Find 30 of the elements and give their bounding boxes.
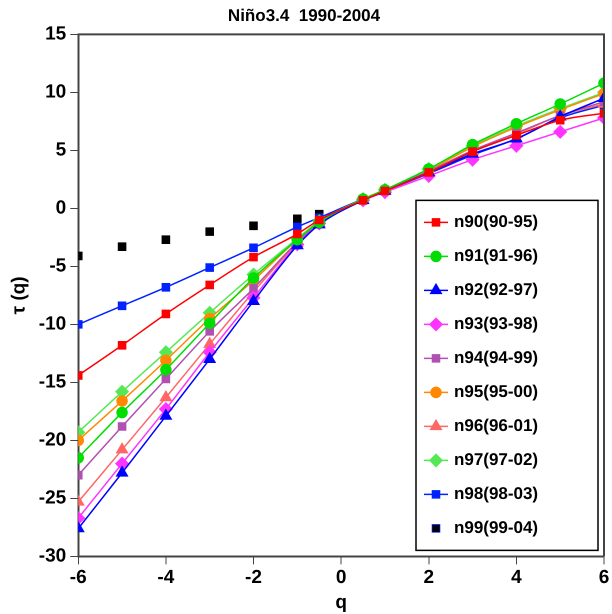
y-tick-label: 10 (45, 82, 66, 103)
legend-label: n93(93-98) (454, 314, 538, 334)
x-tick-label: 4 (511, 567, 522, 588)
y-tick-label: -15 (38, 372, 67, 393)
y-tick-label: -25 (38, 488, 67, 509)
y-tick-label: -10 (38, 314, 66, 335)
y-tick-label: 5 (56, 140, 67, 161)
legend-label: n94(94-99) (454, 348, 538, 368)
legend-label: n90(90-95) (454, 212, 538, 232)
legend-label: n92(92-97) (454, 280, 538, 300)
legend-label: n95(95-00) (454, 382, 538, 402)
y-tick-label: -5 (49, 256, 67, 277)
legend-label: n99(99-04) (454, 518, 538, 538)
legend-label: n98(98-03) (454, 484, 538, 504)
legend-label: n97(97-02) (454, 450, 538, 470)
x-tick-label: -4 (157, 567, 175, 588)
x-tick-label: -6 (70, 567, 87, 588)
y-axis-title: τ (q) (8, 276, 30, 314)
legend-label: n96(96-01) (454, 416, 538, 436)
y-tick-label: -20 (38, 430, 66, 451)
x-tick-label: -2 (245, 567, 262, 588)
y-tick-label: 15 (45, 24, 67, 45)
legend-label: n91(91-96) (454, 246, 538, 266)
y-tick-label: -30 (38, 546, 66, 567)
x-tick-label: 2 (423, 567, 434, 588)
x-tick-label: 6 (598, 567, 610, 588)
x-axis-title: q (335, 592, 347, 613)
chart-title: Niño3.4 1990-2004 (228, 6, 381, 25)
x-tick-label: 0 (336, 567, 346, 588)
y-tick-label: 0 (56, 198, 66, 219)
